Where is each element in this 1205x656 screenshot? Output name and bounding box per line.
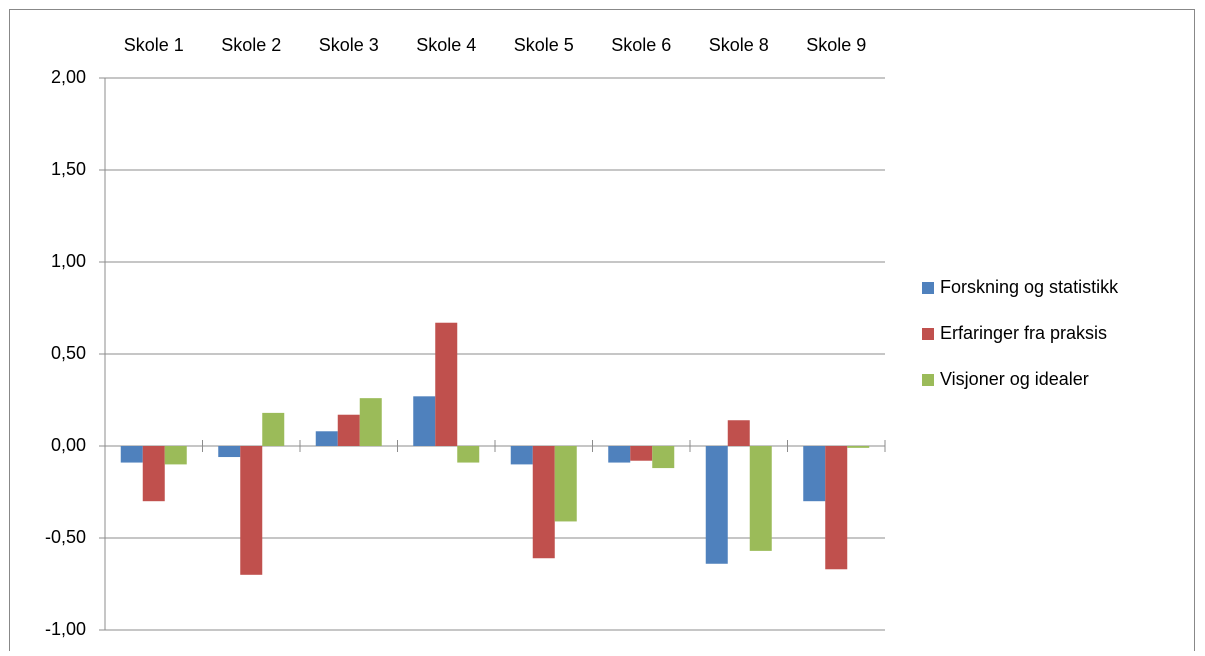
- y-tick-label: -1,00: [45, 619, 86, 639]
- y-tick-label: 0,50: [51, 343, 86, 363]
- x-tick-label: Skole 5: [514, 35, 574, 55]
- legend-swatch: [922, 374, 934, 386]
- y-tick-label: 2,00: [51, 67, 86, 87]
- bar: [825, 446, 848, 570]
- bar: [164, 446, 187, 465]
- bar: [120, 446, 143, 463]
- legend-label: Visjoner og idealer: [940, 369, 1089, 389]
- chart-border: [9, 9, 1195, 656]
- bar: [510, 446, 533, 465]
- bar: [315, 431, 338, 446]
- x-tick-label: Skole 8: [709, 35, 769, 55]
- legend-swatch: [922, 328, 934, 340]
- x-tick-label: Skole 1: [124, 35, 184, 55]
- bar: [435, 322, 458, 446]
- bar: [262, 412, 285, 446]
- legend-label: Forskning og statistikk: [940, 277, 1119, 297]
- bar: [359, 398, 382, 446]
- legend-label: Erfaringer fra praksis: [940, 323, 1107, 343]
- x-tick-label: Skole 4: [416, 35, 476, 55]
- x-tick-label: Skole 3: [319, 35, 379, 55]
- bar: [554, 446, 577, 522]
- bar: [652, 446, 675, 469]
- bar: [337, 414, 360, 446]
- bar: [803, 446, 826, 502]
- bar: [413, 396, 436, 446]
- y-tick-label: 1,50: [51, 159, 86, 179]
- x-tick-label: Skole 9: [806, 35, 866, 55]
- bar: [630, 446, 653, 461]
- bar: [457, 446, 480, 463]
- y-tick-label: 0,00: [51, 435, 86, 455]
- legend-swatch: [922, 282, 934, 294]
- bar: [240, 446, 263, 575]
- bar: [608, 446, 631, 463]
- bar: [749, 446, 772, 551]
- bar: [532, 446, 555, 559]
- bar: [727, 420, 750, 446]
- y-tick-label: 1,00: [51, 251, 86, 271]
- x-tick-label: Skole 2: [221, 35, 281, 55]
- bar: [142, 446, 165, 502]
- x-tick-label: Skole 6: [611, 35, 671, 55]
- bar: [847, 446, 870, 448]
- bar: [705, 446, 728, 564]
- bar: [218, 446, 241, 458]
- y-tick-label: -0,50: [45, 527, 86, 547]
